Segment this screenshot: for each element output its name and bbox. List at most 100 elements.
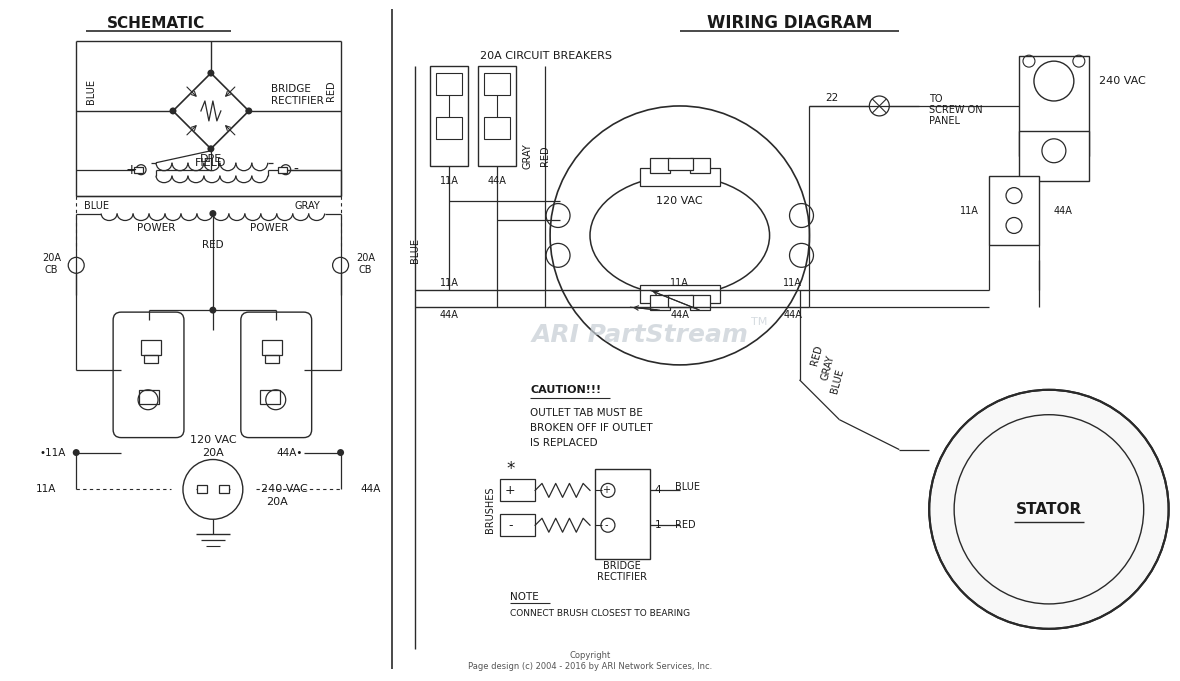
- Text: 44A•: 44A•: [276, 447, 303, 458]
- Text: +: +: [505, 484, 516, 497]
- Circle shape: [170, 108, 177, 114]
- Bar: [142, 340, 160, 355]
- Bar: [437, 73, 463, 95]
- Bar: [640, 168, 720, 186]
- Text: RECTIFIER: RECTIFIER: [597, 572, 647, 582]
- Text: 44A: 44A: [1054, 206, 1073, 215]
- Text: 20A: 20A: [41, 253, 61, 264]
- Bar: [484, 117, 510, 139]
- Text: 11A: 11A: [440, 279, 459, 288]
- Text: 11A: 11A: [961, 206, 979, 215]
- Text: CONNECT BRUSH CLOSEST TO BEARING: CONNECT BRUSH CLOSEST TO BEARING: [510, 609, 690, 618]
- Bar: [690, 295, 709, 310]
- Text: -: -: [604, 520, 608, 530]
- Text: 11A: 11A: [35, 484, 57, 494]
- Text: 120 VAC: 120 VAC: [656, 195, 703, 206]
- Text: 44A: 44A: [784, 310, 802, 320]
- Text: ARI PartStream: ARI PartStream: [531, 323, 748, 347]
- Text: GRAY: GRAY: [522, 143, 532, 169]
- Text: SCHEMATIC: SCHEMATIC: [107, 16, 205, 31]
- Text: STATOR: STATOR: [1016, 502, 1082, 517]
- Bar: [650, 295, 670, 310]
- Text: BRUSHES: BRUSHES: [485, 486, 496, 533]
- Text: RED: RED: [326, 81, 335, 101]
- Text: 20A: 20A: [356, 253, 375, 264]
- Text: RED: RED: [809, 344, 825, 366]
- Circle shape: [337, 449, 345, 456]
- Circle shape: [245, 108, 253, 114]
- Bar: [500, 514, 535, 536]
- Bar: [437, 117, 463, 139]
- Text: Page design (c) 2004 - 2016 by ARI Network Services, Inc.: Page design (c) 2004 - 2016 by ARI Netwo…: [468, 662, 712, 671]
- Bar: [135, 167, 143, 173]
- Bar: [197, 486, 206, 493]
- Text: FIELD: FIELD: [195, 158, 227, 168]
- Bar: [668, 158, 693, 170]
- Text: 11A: 11A: [670, 279, 689, 288]
- Text: 240 VAC: 240 VAC: [261, 484, 308, 494]
- Circle shape: [929, 390, 1168, 629]
- Text: 11A: 11A: [440, 176, 459, 186]
- Text: •11A: •11A: [39, 447, 66, 458]
- Text: CAUTION!!!: CAUTION!!!: [530, 385, 602, 395]
- Bar: [277, 167, 287, 173]
- Text: GRAY: GRAY: [819, 354, 835, 381]
- Text: BRIDGE: BRIDGE: [270, 84, 310, 94]
- Text: TM: TM: [752, 317, 768, 327]
- Circle shape: [208, 145, 215, 153]
- Text: +: +: [125, 163, 137, 176]
- Bar: [668, 295, 693, 307]
- Text: BLUE: BLUE: [84, 200, 110, 210]
- Text: BLUE: BLUE: [86, 78, 97, 104]
- Text: SCREW ON: SCREW ON: [929, 105, 983, 115]
- Text: RED: RED: [675, 520, 695, 530]
- Text: BLUE: BLUE: [830, 368, 846, 394]
- Text: WIRING DIAGRAM: WIRING DIAGRAM: [707, 14, 872, 32]
- Bar: [1020, 131, 1089, 180]
- Text: TO: TO: [929, 94, 943, 104]
- Bar: [431, 66, 468, 165]
- Text: RED: RED: [202, 240, 224, 251]
- Text: 44A: 44A: [361, 484, 381, 494]
- Text: 1: 1: [655, 520, 661, 530]
- Circle shape: [208, 69, 215, 76]
- Text: 4: 4: [655, 486, 661, 495]
- Text: 44A: 44A: [670, 310, 689, 320]
- Text: BRIDGE: BRIDGE: [603, 561, 641, 571]
- Text: 11A: 11A: [784, 279, 802, 288]
- Text: NOTE: NOTE: [510, 592, 539, 602]
- Text: ♦: ♦: [216, 521, 222, 527]
- Text: 22: 22: [825, 93, 838, 103]
- Bar: [1020, 56, 1089, 156]
- Bar: [139, 390, 159, 404]
- Text: CB: CB: [359, 266, 372, 275]
- Text: RECTIFIER: RECTIFIER: [270, 96, 323, 106]
- Text: 20A CIRCUIT BREAKERS: 20A CIRCUIT BREAKERS: [480, 51, 612, 61]
- Text: 240 VAC: 240 VAC: [1099, 76, 1146, 86]
- Text: DPE: DPE: [199, 154, 222, 163]
- Bar: [478, 66, 516, 165]
- Bar: [989, 176, 1038, 245]
- Text: *: *: [506, 460, 514, 479]
- Text: RED: RED: [540, 146, 550, 166]
- Text: -: -: [294, 163, 299, 176]
- Bar: [650, 158, 670, 173]
- Circle shape: [73, 449, 80, 456]
- Circle shape: [209, 306, 216, 314]
- Circle shape: [209, 210, 216, 217]
- Text: 20A: 20A: [202, 447, 224, 458]
- Text: PANEL: PANEL: [929, 116, 961, 126]
- Text: -: -: [507, 519, 512, 532]
- Bar: [640, 285, 720, 303]
- Text: POWER: POWER: [137, 223, 175, 234]
- Text: IS REPLACED: IS REPLACED: [530, 438, 598, 447]
- Bar: [690, 158, 709, 173]
- Text: 44A: 44A: [487, 176, 506, 186]
- Text: CB: CB: [45, 266, 58, 275]
- Bar: [144, 355, 158, 363]
- Text: OUTLET TAB MUST BE: OUTLET TAB MUST BE: [530, 408, 643, 417]
- Text: BLUE: BLUE: [411, 238, 420, 263]
- Text: BLUE: BLUE: [675, 482, 700, 492]
- Text: 120 VAC: 120 VAC: [190, 434, 236, 445]
- Bar: [595, 469, 650, 559]
